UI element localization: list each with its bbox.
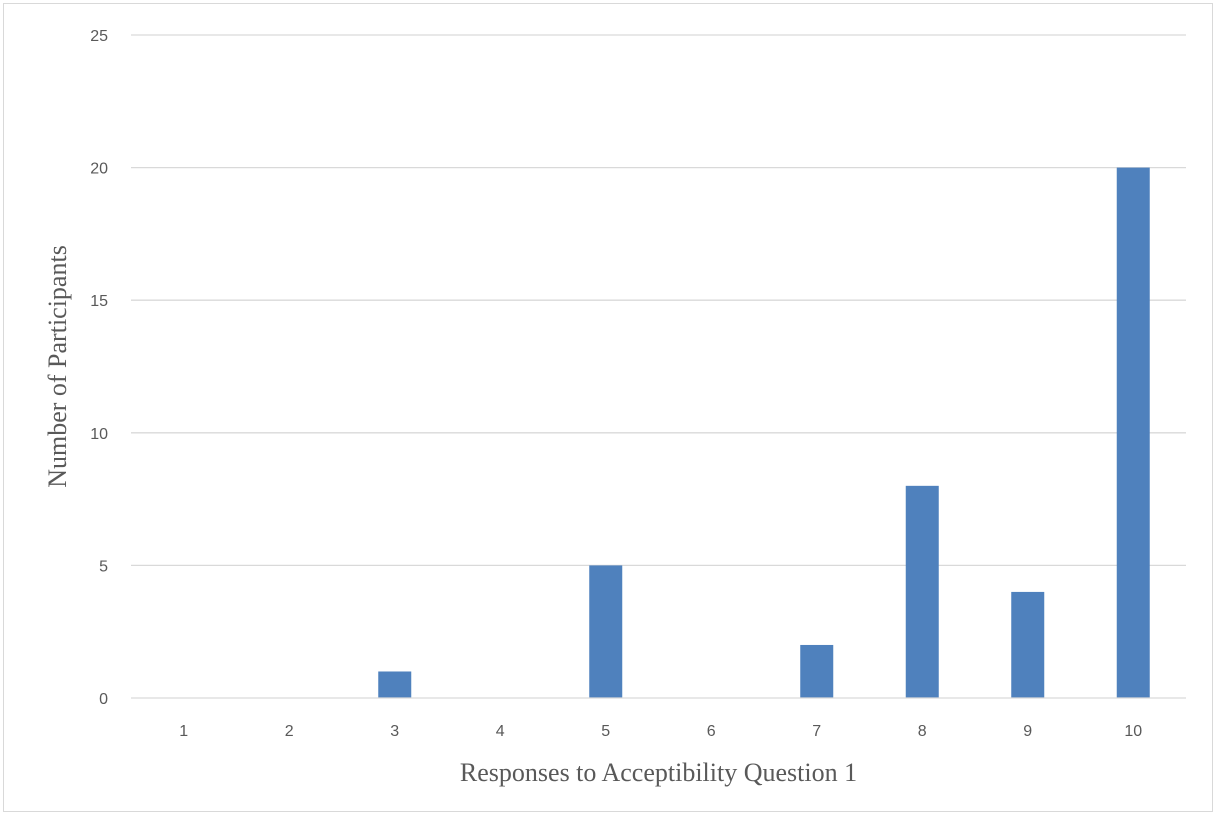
x-tick-labels: 1 2 3 4 5 6 7 8 9 10 (179, 723, 1142, 740)
y-tick-label: 0 (99, 691, 108, 708)
y-tick-label: 15 (90, 293, 108, 310)
bar-7 (800, 644, 834, 698)
y-tick-label: 20 (90, 161, 108, 178)
x-tick-label: 5 (601, 723, 610, 740)
x-tick-label: 7 (812, 723, 821, 740)
gridlines (131, 34, 1186, 567)
bar-5 (589, 565, 623, 698)
x-axis-title: Responses to Acceptibility Question 1 (460, 758, 857, 787)
x-tick-label: 10 (1124, 723, 1142, 740)
bars (378, 167, 1150, 699)
x-tick-label: 8 (918, 723, 927, 740)
y-tick-label: 25 (90, 28, 108, 45)
x-tick-label: 1 (179, 723, 188, 740)
y-tick-label: 10 (90, 426, 108, 443)
x-tick-label: 2 (285, 723, 294, 740)
x-tick-label: 3 (390, 723, 399, 740)
bar-8 (905, 485, 939, 698)
bar-3 (378, 671, 412, 698)
bar-10 (1116, 167, 1150, 699)
x-tick-label: 9 (1023, 723, 1032, 740)
x-tick-label: 4 (496, 723, 505, 740)
bar-9 (1011, 591, 1045, 698)
y-tick-labels: 0 5 10 15 20 25 (90, 28, 108, 708)
x-tick-label: 6 (707, 723, 716, 740)
y-tick-label: 5 (99, 558, 108, 575)
y-axis-title: Number of Participants (43, 245, 72, 488)
